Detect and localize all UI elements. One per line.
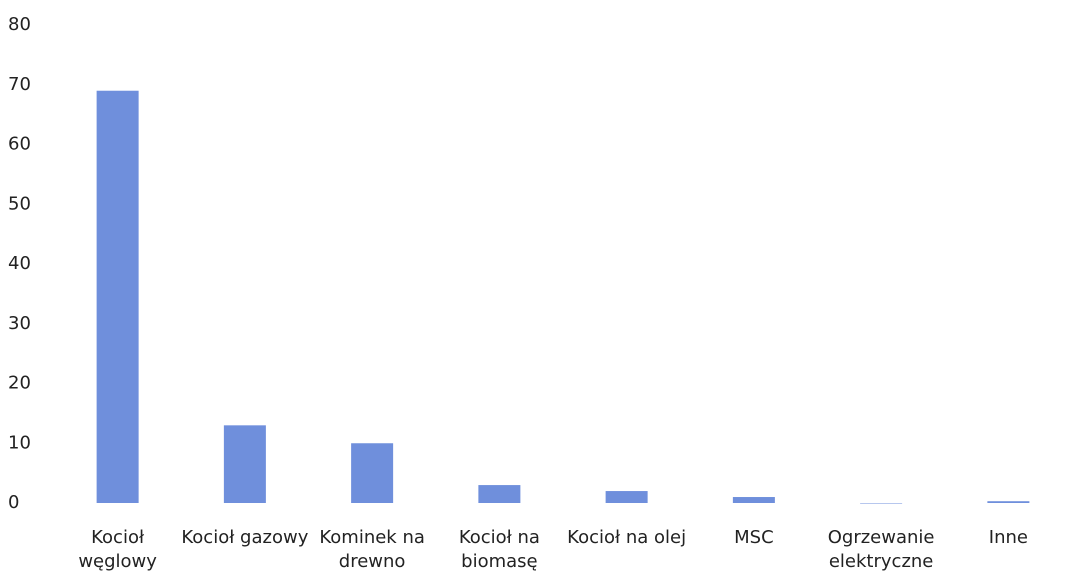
x-tick-label: Kocioł na olej <box>567 527 687 548</box>
bar <box>351 443 394 503</box>
bar <box>732 497 775 503</box>
y-tick-label: 30 <box>8 313 31 334</box>
x-tick-label: Inne <box>988 527 1028 548</box>
x-tick-label: Kominek na drewno <box>319 527 425 572</box>
bar <box>478 485 521 503</box>
y-tick-label: 0 <box>8 492 19 513</box>
bar <box>987 501 1030 503</box>
y-tick-label: 20 <box>8 373 31 394</box>
y-tick-label: 60 <box>8 134 31 155</box>
y-tick-label: 80 <box>8 14 31 35</box>
bar <box>223 425 266 503</box>
y-tick-label: 70 <box>8 74 31 95</box>
x-tick-label: Ogrzewanie elektryczne <box>827 527 935 572</box>
x-tick-label: MSC <box>734 527 774 548</box>
x-tick-label: Kocioł gazowy <box>181 527 309 548</box>
bar <box>96 90 139 503</box>
y-tick-label: 40 <box>8 253 31 274</box>
y-tick-label: 50 <box>8 193 31 214</box>
x-tick-label: Kocioł na biomasę <box>458 527 540 572</box>
x-tick-label: Kocioł węglowy <box>78 527 157 572</box>
bar <box>605 491 648 503</box>
bar <box>860 503 903 504</box>
y-tick-label: 10 <box>8 432 31 453</box>
